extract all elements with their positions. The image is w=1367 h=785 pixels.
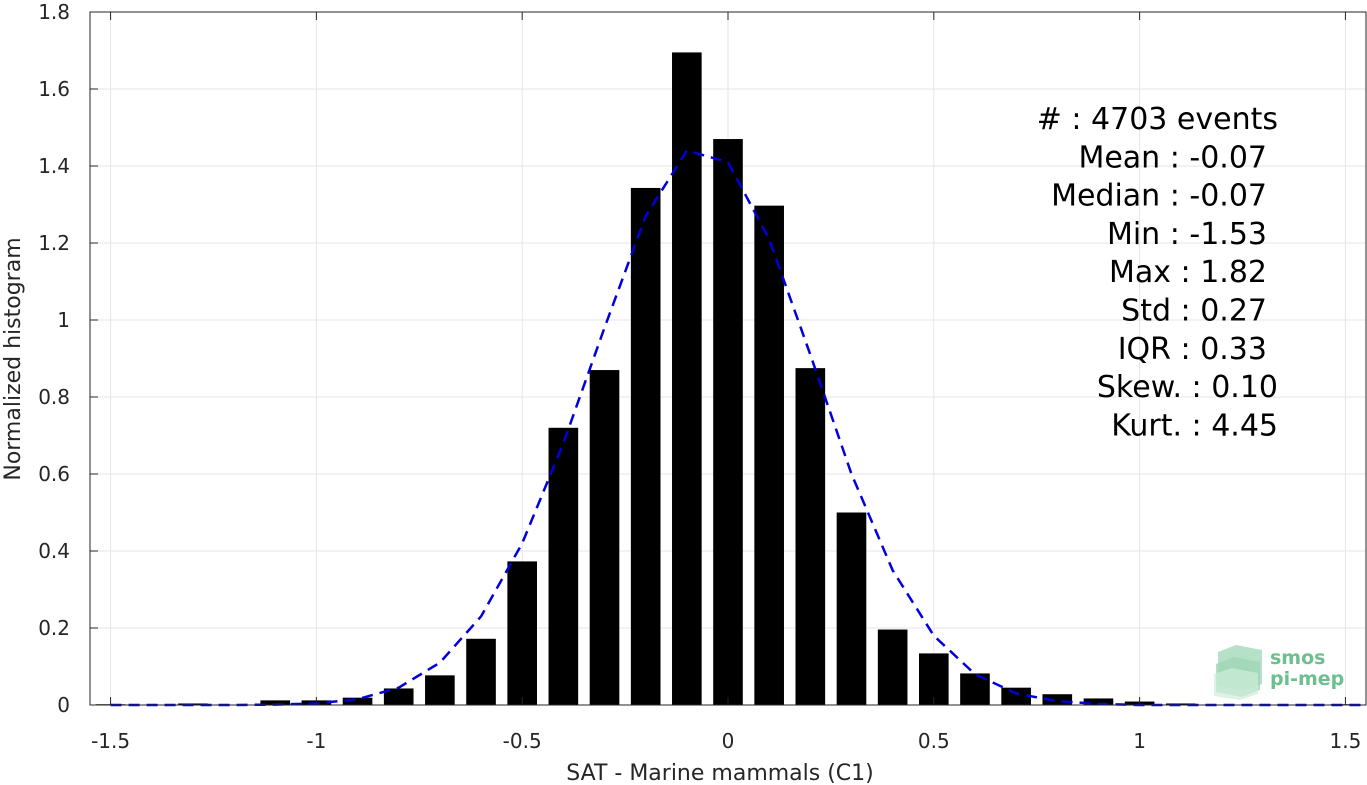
axes [89, 11, 1367, 706]
y-tick-label-8: 1.6 [38, 77, 70, 101]
histogram-bar-5 [383, 688, 414, 705]
x-tick-label-6: 1.5 [1330, 729, 1362, 753]
x-tick-label-4: 0.5 [918, 729, 950, 753]
histogram-bar-17 [877, 629, 908, 705]
histogram-bar-4 [342, 697, 373, 705]
y-tick-label-6: 1.2 [38, 231, 70, 255]
y-tick-label-0: 0 [57, 693, 70, 717]
stat-line-7: Skew. : 0.10 [1097, 370, 1278, 405]
logo-text-line2: pi-mep [1270, 668, 1344, 690]
histogram-bar-20 [1001, 687, 1031, 705]
histogram-bar-21 [1042, 694, 1073, 705]
y-tick-label-9: 1.8 [38, 0, 70, 24]
histogram-bar-24 [1165, 703, 1196, 705]
y-tick-label-4: 0.8 [38, 385, 70, 409]
x-tick-label-1: -1 [306, 729, 326, 753]
smos-pi-mep-logo: smos pi-mep [1214, 645, 1344, 700]
histogram-bars [95, 52, 1361, 706]
y-tick-label-1: 0.2 [38, 616, 70, 640]
x-tick-label-2: -0.5 [503, 729, 542, 753]
y-tick-label-2: 0.4 [38, 539, 70, 563]
x-tick-label-5: 1 [1133, 729, 1146, 753]
histogram-bar-10 [589, 370, 620, 705]
y-tick-label-7: 1.4 [38, 154, 70, 178]
stat-line-5: Std : 0.27 [1121, 294, 1267, 329]
histogram-bar-9 [548, 427, 579, 705]
y-tick-labels: 0 0.2 0.4 0.6 0.8 1 1.2 1.4 1.6 1.8 [38, 0, 70, 717]
histogram-bar-11 [630, 187, 661, 705]
y-axis-title: Normalized histogram [1, 237, 26, 480]
stat-line-3: Min : -1.53 [1107, 217, 1267, 252]
stat-line-6: IQR : 0.33 [1118, 332, 1267, 367]
histogram-bar-2 [260, 700, 291, 705]
histogram-bar-22 [1083, 698, 1114, 705]
fit-curve-layer [110, 149, 1366, 707]
histogram-bar-12 [672, 52, 702, 706]
y-tick-label-3: 0.6 [38, 462, 70, 486]
logo-mark-icon [1214, 645, 1262, 700]
stat-line-1: Mean : -0.07 [1078, 140, 1267, 175]
histogram-bar-16 [836, 512, 867, 705]
x-tick-label-3: 0 [722, 729, 735, 753]
histogram-bar-14 [754, 205, 784, 705]
histogram-bar-15 [795, 368, 826, 705]
histogram-bar-18 [918, 653, 949, 705]
histogram-bar-7 [466, 638, 496, 705]
fit-curve-line [110, 149, 1366, 707]
stat-line-2: Median : -0.07 [1051, 179, 1267, 214]
x-axis-title: SAT - Marine mammals (C1) [566, 761, 874, 785]
x-tick-labels: -1.5 -1 -0.5 0 0.5 1 1.5 [91, 729, 1361, 753]
histogram-bar-8 [507, 561, 538, 705]
stat-line-4: Max : 1.82 [1109, 255, 1267, 290]
x-tick-label-0: -1.5 [91, 729, 130, 753]
stat-line-0: # : 4703 events [1037, 102, 1278, 137]
y-tick-label-5: 1 [57, 308, 70, 332]
stat-line-8: Kurt. : 4.45 [1111, 408, 1278, 443]
histogram-bar-13 [713, 139, 743, 706]
logo-text-line1: smos [1270, 647, 1325, 669]
histogram-bar-6 [425, 675, 455, 705]
